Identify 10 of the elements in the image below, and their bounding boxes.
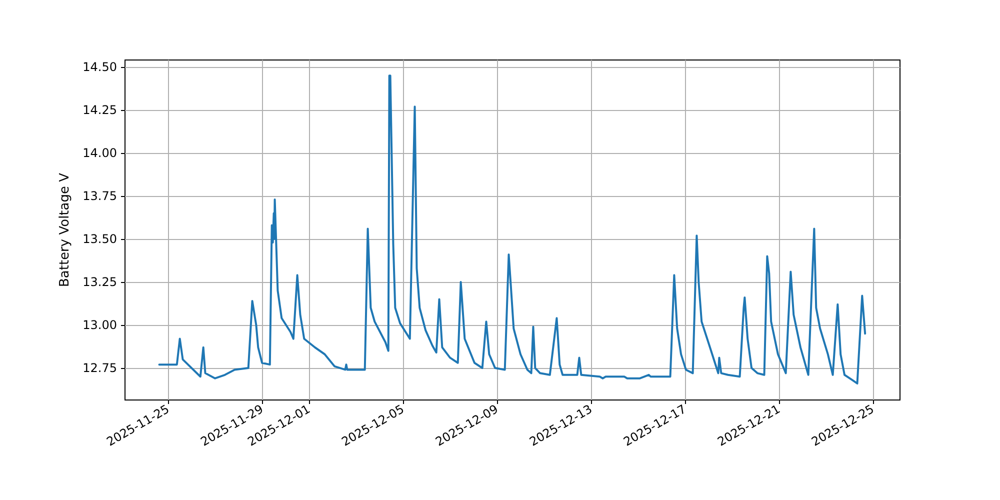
y-tick-label: 14.25 [82,103,117,118]
line-series [158,74,866,384]
y-tick-label: 12.75 [82,361,117,376]
y-tick-label: 14.00 [82,146,117,160]
y-tick-label: 13.75 [82,189,117,204]
y-axis-title: Battery Voltage V [58,172,73,288]
y-tick-label: 13.25 [82,275,117,290]
y-tick-label: 13.50 [82,232,117,246]
y-tick-label: 13.00 [82,318,117,332]
y-tick-label: 14.50 [82,60,117,74]
